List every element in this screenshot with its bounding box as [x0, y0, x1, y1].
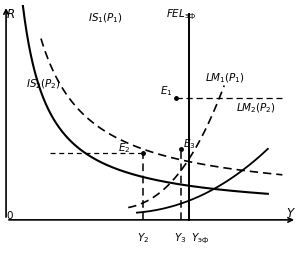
Text: $Y_3$: $Y_3$	[175, 232, 187, 245]
Text: $0$: $0$	[6, 209, 14, 220]
Text: $E_2$: $E_2$	[118, 141, 131, 155]
Text: $Y_{\mathsf{\text{эф}}}$: $Y_{\mathsf{\text{эф}}}$	[191, 232, 209, 246]
Text: $FEL_{\mathsf{\text{эф}}}$: $FEL_{\mathsf{\text{эф}}}$	[166, 8, 196, 22]
Text: $E_1$: $E_1$	[160, 84, 173, 98]
Text: $IS_2(P_2)$: $IS_2(P_2)$	[26, 78, 61, 92]
Text: $E_3$: $E_3$	[183, 137, 195, 151]
Text: $Y$: $Y$	[286, 207, 296, 220]
Text: $R$: $R$	[6, 8, 15, 21]
Text: $IS_1(P_1)$: $IS_1(P_1)$	[88, 11, 122, 24]
Text: $LM_1(P_1)$: $LM_1(P_1)$	[205, 72, 245, 85]
Text: $Y_2$: $Y_2$	[137, 232, 149, 245]
Text: $LM_2(P_2)$: $LM_2(P_2)$	[236, 101, 276, 115]
